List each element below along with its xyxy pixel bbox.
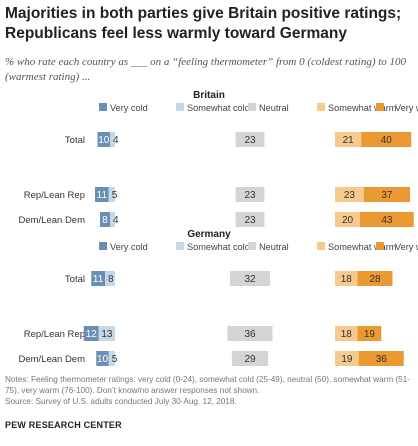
bar-neutral (231, 351, 269, 366)
bar-very-cold (97, 132, 110, 147)
data-label-very-warm: 19 (364, 329, 376, 340)
legend-swatch-very-warm (376, 242, 384, 250)
bar-very-cold (100, 212, 110, 227)
bar-very-warm (358, 351, 404, 366)
data-label-somewhat-warm: 20 (342, 215, 354, 226)
data-label-somewhat-warm: 18 (341, 329, 353, 340)
chart-source: Source: Survey of U.S. adults conducted … (5, 397, 237, 406)
bar-very-cold (83, 326, 99, 341)
data-label-neutral: 23 (244, 135, 256, 146)
bar-very-warm (357, 271, 393, 286)
panel-title: Germany (187, 229, 231, 240)
legend-swatch-somewhat-warm (317, 242, 325, 250)
data-label-somewhat-warm: 23 (344, 190, 356, 201)
legend-swatch-somewhat-cold (176, 242, 184, 250)
pew-logo-text: PEW RESEARCH CENTER (5, 420, 122, 430)
chart-subtitle: % who rate each country as ___ on a “fee… (5, 56, 407, 83)
data-label-very-cold: 12 (86, 329, 98, 340)
legend-label-neutral: Neutral (259, 242, 289, 252)
row-label: Total (65, 274, 85, 285)
row-label: Rep/Lean Rep (24, 329, 85, 340)
data-label-very-cold: 10 (97, 354, 109, 365)
bar-somewhat-warm (335, 326, 358, 341)
legend-label-somewhat-cold: Somewhat cold (187, 103, 250, 113)
data-label-somewhat-cold: 4 (113, 215, 119, 226)
legend-label-somewhat-warm: Somewhat warm (328, 103, 397, 113)
data-label-neutral: 23 (244, 215, 256, 226)
row-label: Dem/Lean Dem (18, 354, 85, 365)
data-label-somewhat-cold: 4 (113, 135, 119, 146)
bar-somewhat-warm (335, 271, 358, 286)
legend-swatch-somewhat-warm (317, 103, 325, 111)
legend-swatch-very-cold (99, 103, 107, 111)
legend-label-very-cold: Very cold (110, 242, 148, 252)
bar-very-warm (357, 326, 382, 341)
data-label-very-cold: 8 (102, 215, 108, 226)
bar-somewhat-warm (335, 132, 362, 147)
bar-very-cold (91, 271, 105, 286)
legend-label-very-cold: Very cold (110, 103, 148, 113)
row-label: Dem/Lean Dem (18, 215, 85, 226)
bar-somewhat-cold (110, 132, 115, 147)
bar-neutral (235, 212, 265, 227)
bar-somewhat-cold (108, 187, 115, 202)
legend-swatch-very-warm (376, 103, 384, 111)
data-label-somewhat-warm: 18 (341, 274, 353, 285)
data-label-very-cold: 11 (97, 190, 108, 201)
bar-somewhat-warm (335, 187, 364, 202)
data-label-very-cold: 11 (93, 274, 104, 285)
data-label-somewhat-cold: 8 (108, 274, 114, 285)
bar-somewhat-cold (105, 271, 115, 286)
data-label-very-warm: 28 (369, 274, 381, 285)
data-label-somewhat-warm: 21 (343, 135, 355, 146)
legend-swatch-neutral (248, 242, 256, 250)
data-label-somewhat-cold: 5 (112, 354, 118, 365)
panel-britain: Britain Very cold Somewhat cold Neutral Some… (18, 90, 418, 227)
bar-very-cold (95, 187, 109, 202)
bar-somewhat-warm (335, 351, 359, 366)
data-label-neutral: 32 (244, 274, 256, 285)
chart-title: Majorities in both parties give Britain … (5, 5, 402, 42)
legend-swatch-neutral (248, 103, 256, 111)
data-label-very-warm: 36 (376, 354, 388, 365)
data-label-somewhat-cold: 13 (101, 329, 113, 340)
bar-neutral (227, 326, 273, 341)
legend-label-neutral: Neutral (259, 103, 289, 113)
row-label: Rep/Lean Rep (24, 190, 85, 201)
bar-somewhat-cold (108, 351, 115, 366)
legend-label-somewhat-warm: Somewhat warm (328, 242, 397, 252)
bar-somewhat-cold (98, 326, 115, 341)
panel-germany: Germany Very cold Somewhat cold Neutral Some… (18, 229, 418, 366)
legend-swatch-very-cold (99, 242, 107, 250)
bar-somewhat-warm (335, 212, 360, 227)
bar-very-warm (363, 187, 410, 202)
bar-neutral (235, 132, 265, 147)
data-label-very-warm: 37 (381, 190, 393, 201)
legend-swatch-somewhat-cold (176, 103, 184, 111)
chart-notes: Notes: Feeling thermometer ratings: very… (5, 375, 410, 395)
bar-somewhat-cold (110, 212, 115, 227)
data-label-neutral: 23 (244, 190, 256, 201)
data-label-somewhat-cold: 5 (112, 190, 118, 201)
bar-very-warm (361, 132, 412, 147)
panel-title: Britain (193, 90, 225, 101)
data-label-very-warm: 43 (381, 215, 393, 226)
legend-label-very-warm: Very warm (395, 242, 418, 252)
data-label-neutral: 36 (244, 329, 256, 340)
data-label-very-warm: 40 (381, 135, 393, 146)
bar-very-cold (96, 351, 109, 366)
bar-very-warm (360, 212, 414, 227)
data-label-very-cold: 10 (98, 135, 110, 146)
bar-neutral (235, 187, 265, 202)
row-label: Total (65, 135, 85, 146)
legend-label-somewhat-cold: Somewhat cold (187, 242, 250, 252)
data-label-somewhat-warm: 19 (341, 354, 353, 365)
data-label-neutral: 29 (244, 354, 256, 365)
bar-neutral (230, 271, 270, 286)
legend-label-very-warm: Very warm (395, 103, 418, 113)
